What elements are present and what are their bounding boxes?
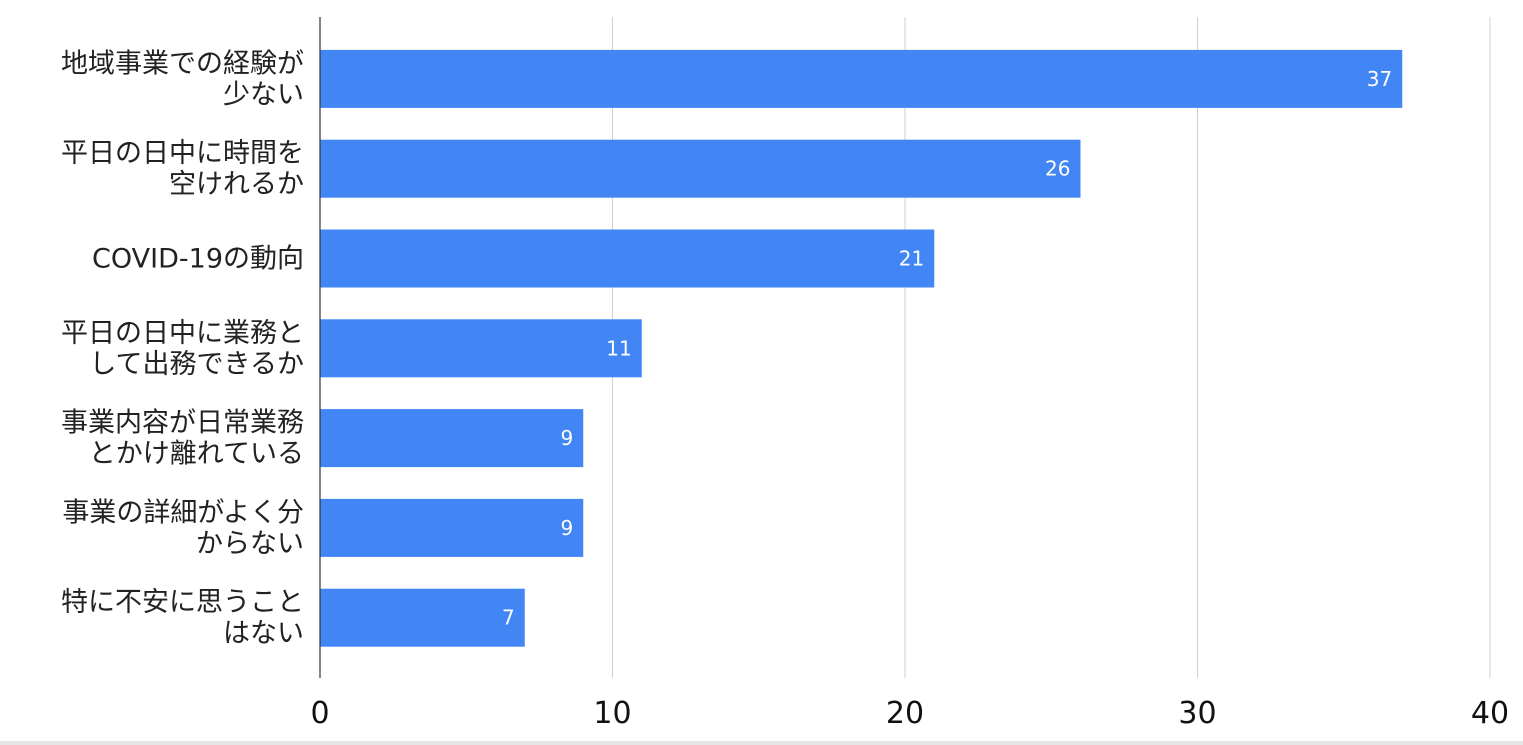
bar-value-label: 9 xyxy=(561,426,574,450)
category-label-line: とかけ離れている xyxy=(89,439,304,470)
bottom-divider xyxy=(0,741,1523,745)
category-label: 地域事業での経験が少ない xyxy=(61,48,304,110)
bar-value-label: 7 xyxy=(502,606,515,630)
x-tick-label: 30 xyxy=(1178,696,1216,731)
category-label-line: して出務できるか xyxy=(89,349,304,380)
bar-value-label: 21 xyxy=(899,247,924,271)
category-label-line: 地域事業での経験が xyxy=(61,48,304,79)
x-tick-label: 0 xyxy=(310,696,329,731)
category-label-line: 事業内容が日常業務 xyxy=(61,408,304,439)
bar-value-label: 11 xyxy=(606,336,631,360)
gridlines xyxy=(612,17,1491,678)
category-labels: 地域事業での経験が少ない平日の日中に時間を空けれるかCOVID-19の動向平日の… xyxy=(61,48,304,649)
category-label-line: からない xyxy=(196,528,304,559)
category-label: 平日の日中に時間を空けれるか xyxy=(61,138,304,200)
x-tick-label: 40 xyxy=(1471,696,1509,731)
category-label: 事業内容が日常業務とかけ離れている xyxy=(61,408,304,470)
category-label: 平日の日中に業務として出務できるか xyxy=(61,318,304,380)
bar-value-label: 9 xyxy=(561,516,574,540)
category-label-line: 平日の日中に業務と xyxy=(61,318,304,349)
x-tick-label: 10 xyxy=(593,696,631,731)
bars: 37 26 21 11 9 9 7 xyxy=(320,49,1403,647)
bar xyxy=(320,139,1081,198)
bar xyxy=(320,49,1403,108)
bar-value-label: 26 xyxy=(1045,157,1070,181)
category-label: COVID-19の動向 xyxy=(92,244,304,275)
category-label-line: 空けれるか xyxy=(169,169,304,200)
bar xyxy=(320,229,935,288)
category-label: 特に不安に思うことはない xyxy=(61,587,304,649)
category-label-line: 事業の詳細がよく分 xyxy=(62,497,304,528)
category-label-line: 特に不安に思うこと xyxy=(61,587,304,618)
category-label-line: COVID-19の動向 xyxy=(92,244,304,275)
bar-value-label: 37 xyxy=(1367,67,1392,91)
bar xyxy=(320,588,525,647)
category-label-line: 平日の日中に時間を xyxy=(61,138,304,169)
category-label: 事業の詳細がよく分からない xyxy=(62,497,304,559)
bar xyxy=(320,409,584,468)
x-axis-ticks: 0 10 20 30 40 xyxy=(310,696,1509,731)
bar xyxy=(320,319,642,378)
category-label-line: 少ない xyxy=(223,79,304,110)
category-label-line: はない xyxy=(223,618,304,649)
x-tick-label: 20 xyxy=(886,696,924,731)
bar xyxy=(320,498,584,557)
